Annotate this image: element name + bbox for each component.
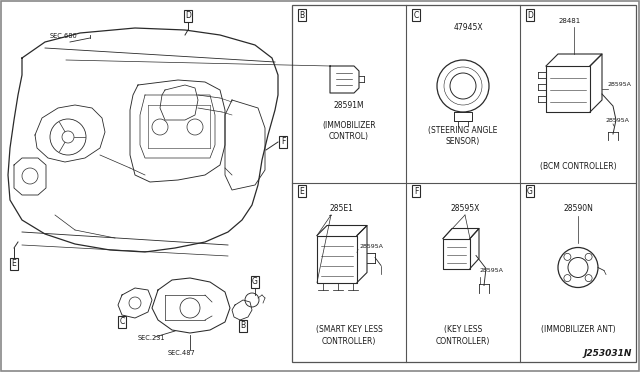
Text: J253031N: J253031N	[584, 349, 632, 358]
Text: D: D	[185, 12, 191, 20]
Text: 285E1: 285E1	[329, 204, 353, 213]
Text: 28591M: 28591M	[333, 101, 364, 110]
Bar	[292, 5, 636, 362]
Text: SEC.487: SEC.487	[168, 350, 196, 356]
Text: (IMMOBILIZER
CONTROL): (IMMOBILIZER CONTROL)	[322, 121, 376, 141]
Text: (STEERING ANGLE
SENSOR): (STEERING ANGLE SENSOR)	[428, 126, 498, 146]
Text: (KEY LESS: (KEY LESS	[444, 325, 482, 334]
Text: C: C	[120, 317, 125, 327]
Text: B: B	[241, 321, 246, 330]
Text: (IMMOBILIZER ANT): (IMMOBILIZER ANT)	[541, 325, 615, 334]
Text: F: F	[281, 138, 285, 147]
Text: (SMART KEY LESS: (SMART KEY LESS	[316, 325, 382, 334]
Text: F: F	[414, 186, 418, 196]
Text: SEC.231: SEC.231	[138, 335, 166, 341]
Text: B: B	[300, 10, 305, 19]
Text: (BCM CONTROLLER): (BCM CONTROLLER)	[540, 162, 616, 171]
Text: 47945X: 47945X	[453, 23, 483, 32]
Text: 28595A: 28595A	[359, 244, 383, 248]
Text: 28590N: 28590N	[563, 204, 593, 213]
Text: 28595A: 28595A	[480, 269, 504, 273]
Text: G: G	[527, 186, 533, 196]
Text: 28481: 28481	[559, 18, 581, 24]
Text: 28595X: 28595X	[451, 204, 480, 213]
Text: 28595A: 28595A	[608, 82, 632, 87]
Text: SEC.680: SEC.680	[50, 33, 77, 39]
Text: G: G	[252, 278, 258, 286]
Text: E: E	[12, 260, 17, 269]
Bar	[0, 0, 292, 372]
Text: D: D	[527, 10, 533, 19]
Text: CONTROLLER): CONTROLLER)	[322, 337, 376, 346]
Text: C: C	[413, 10, 419, 19]
Text: CONTROLLER): CONTROLLER)	[436, 337, 490, 346]
Text: E: E	[300, 186, 305, 196]
Text: 28595A: 28595A	[606, 118, 630, 123]
